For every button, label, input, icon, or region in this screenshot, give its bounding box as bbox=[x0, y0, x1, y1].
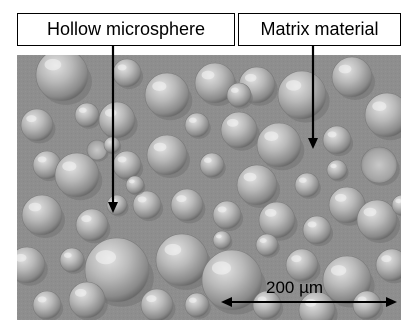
scale-bar-right-arrowhead bbox=[386, 297, 397, 307]
scale-bar-label: 200 µm bbox=[266, 278, 323, 297]
scale-bar-left-arrowhead bbox=[221, 297, 232, 307]
hollow-microsphere-arrowhead bbox=[108, 202, 118, 213]
matrix-material-arrowhead bbox=[308, 138, 318, 149]
